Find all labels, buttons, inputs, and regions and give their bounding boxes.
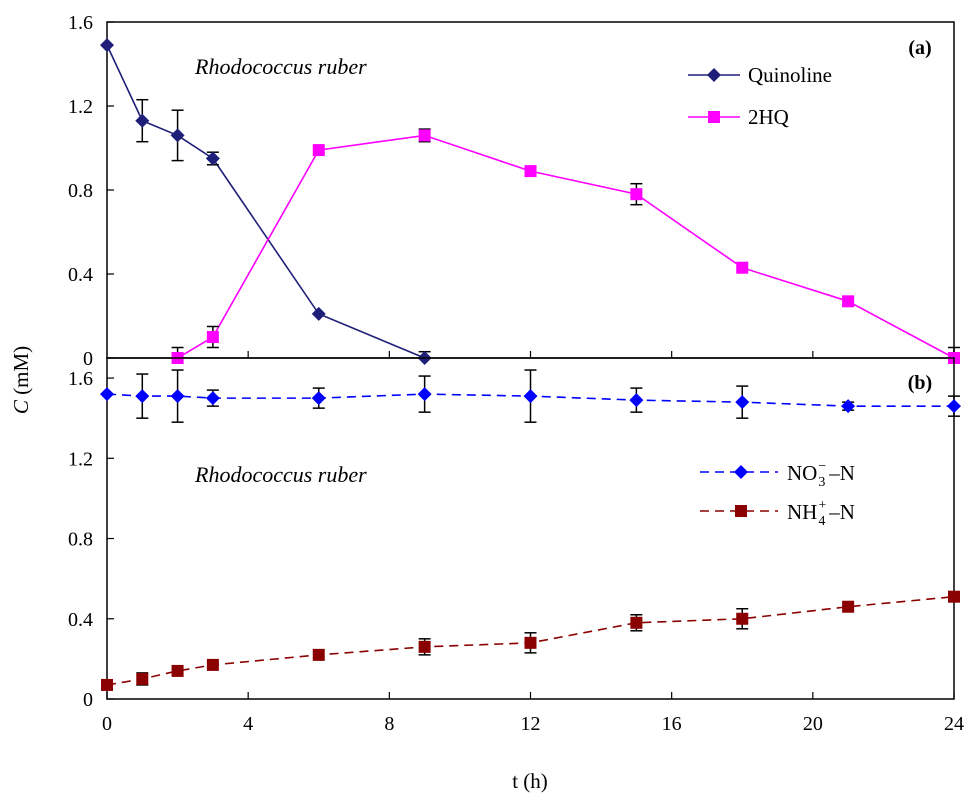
data-point-2hq — [736, 261, 749, 274]
data-point-no3-n — [629, 393, 644, 408]
legend-label-2hq: 2HQ — [748, 105, 789, 129]
legend-marker-nitrate — [734, 465, 748, 479]
data-point-quinoline — [170, 128, 185, 143]
data-point-no3-n — [205, 391, 220, 406]
panel-b-legend: NO3− –N NH4+ –N — [700, 459, 855, 529]
panel-b-x-tick-label: 8 — [384, 713, 394, 735]
data-point-2hq — [630, 188, 643, 201]
data-point-no3-n — [417, 387, 432, 402]
data-point-nh4-n — [312, 648, 325, 661]
panel-a-y-tick-label: 0 — [83, 348, 93, 370]
data-point-nh4-n — [948, 590, 960, 603]
data-point-quinoline — [311, 306, 326, 321]
data-point-nh4-n — [524, 636, 537, 649]
data-point-2hq — [206, 331, 219, 343]
panel-a: (a) Rhodococcus ruber 0 0.4 0.8 1.2 1.6 Quin… — [68, 12, 960, 370]
panel-b-x-tick-label: 20 — [803, 713, 823, 735]
panel-b-annotation: Rhodococcus ruber — [194, 462, 367, 487]
panel-b-y-tick-label: 0.4 — [68, 609, 93, 631]
data-point-no3-n — [100, 387, 114, 402]
data-point-quinoline — [100, 38, 114, 53]
panel-b-x-tick-label: 12 — [521, 713, 541, 735]
data-point-nh4-n — [101, 678, 113, 691]
panel-b-y-tick-label: 1.2 — [68, 448, 93, 470]
panel-b-x-axis: 0 4 8 12 16 20 24 — [102, 692, 964, 735]
data-point-nh4-n — [136, 672, 149, 685]
data-point-nh4-n — [171, 664, 184, 677]
panel-a-y-tick-label: 1.2 — [68, 96, 93, 118]
data-point-no3-n — [947, 399, 961, 414]
legend-label-ammonium: NH4+ –N — [787, 498, 855, 529]
panel-b-y-axis: 0 0.4 0.8 1.2 1.6 — [68, 368, 114, 711]
data-point-2hq — [842, 295, 855, 308]
x-axis-title: t (h) — [512, 769, 548, 793]
panel-a-annotation: Rhodococcus ruber — [194, 54, 367, 79]
panel-a-y-axis: 0 0.4 0.8 1.2 1.6 — [68, 12, 814, 370]
data-point-no3-n — [841, 399, 856, 414]
panel-b: (b) Rhodococcus ruber 0 0.4 0.8 1.2 1.6 0 4 8 1… — [68, 357, 964, 735]
data-point-no3-n — [523, 389, 538, 404]
panel-a-y-tick-label: 1.6 — [68, 12, 93, 34]
panel-b-series — [100, 369, 961, 691]
panel-b-x-tick-label: 16 — [662, 713, 682, 735]
data-point-nh4-n — [206, 658, 219, 671]
data-point-nh4-n — [418, 640, 431, 653]
legend-marker-quinoline — [707, 68, 721, 82]
panel-b-x-tick-label: 24 — [944, 713, 964, 735]
data-point-2hq — [312, 144, 325, 157]
data-point-no3-n — [735, 395, 750, 410]
data-point-quinoline — [205, 151, 220, 166]
legend-label-quinoline: Quinoline — [748, 63, 832, 87]
series-line-2hq — [177, 134, 955, 359]
data-point-nh4-n — [630, 616, 643, 629]
legend-marker-ammonium — [735, 505, 747, 517]
legend-marker-2hq — [708, 111, 720, 123]
data-point-2hq — [418, 129, 431, 142]
panel-b-x-tick-label: 0 — [102, 713, 112, 735]
data-point-no3-n — [170, 389, 185, 404]
data-point-no3-n — [311, 391, 326, 406]
series-line-quinoline — [106, 44, 425, 359]
legend-label-nitrate: NO3− –N — [787, 459, 855, 490]
panel-b-y-tick-label: 1.6 — [68, 368, 93, 390]
data-point-quinoline — [135, 113, 150, 128]
panel-b-y-tick-label: 0.8 — [68, 529, 93, 551]
data-point-nh4-n — [736, 612, 749, 625]
panel-a-y-tick-label: 0.4 — [68, 264, 93, 286]
panel-b-y-tick-label: 0 — [83, 689, 93, 711]
data-point-no3-n — [135, 389, 150, 404]
panel-a-series — [100, 38, 960, 365]
data-point-nh4-n — [842, 600, 855, 613]
y-axis-title: C (mM) — [9, 346, 33, 414]
panel-a-y-tick-label: 0.8 — [68, 180, 93, 202]
panel-a-tag: (a) — [908, 37, 931, 59]
panel-a-legend: Quinoline 2HQ — [688, 63, 832, 129]
panel-b-x-tick-label: 4 — [243, 713, 253, 735]
panel-b-tag: (b) — [908, 372, 932, 394]
data-point-2hq — [524, 165, 537, 178]
